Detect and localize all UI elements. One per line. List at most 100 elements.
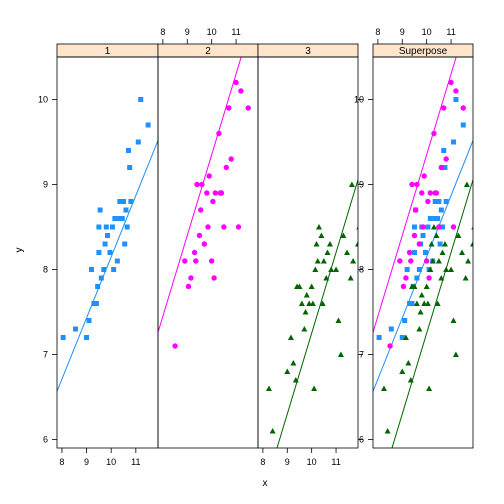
y-tick-label: 6 <box>359 435 364 445</box>
data-point <box>407 377 414 383</box>
data-point <box>319 300 326 306</box>
data-point <box>206 173 212 179</box>
data-point <box>238 88 244 94</box>
data-point <box>309 300 316 306</box>
x-tick-label: 11 <box>131 457 140 467</box>
data-point <box>427 190 434 196</box>
data-point <box>107 250 113 255</box>
data-point <box>122 241 128 247</box>
data-point <box>423 258 430 264</box>
data-point <box>121 199 127 204</box>
regression-line <box>373 140 473 392</box>
data-point <box>453 88 459 94</box>
y-tick-label: 6 <box>43 435 48 445</box>
x-tick-label: 11 <box>231 27 240 37</box>
panel-strip-label: Superpose <box>399 46 448 57</box>
y-axis-label: y <box>14 248 25 253</box>
data-point <box>145 122 151 128</box>
data-point <box>119 216 125 221</box>
data-point <box>326 241 333 247</box>
regression-line <box>391 179 473 448</box>
data-point <box>438 275 445 281</box>
x-tick-label: 10 <box>207 27 217 37</box>
data-point <box>312 266 319 272</box>
data-point <box>298 300 305 306</box>
panel-strip-label: 2 <box>205 46 211 57</box>
data-point <box>172 343 178 349</box>
data-point <box>420 233 426 238</box>
data-point <box>433 190 440 196</box>
data-point <box>196 232 203 239</box>
data-point <box>416 267 422 272</box>
data-point <box>102 241 108 247</box>
data-point <box>408 258 414 264</box>
x-tick-label: 9 <box>400 27 405 37</box>
x-tick-label: 9 <box>84 457 89 467</box>
data-point <box>355 241 358 247</box>
data-point <box>194 181 200 188</box>
data-point <box>191 249 198 256</box>
regression-line <box>158 57 242 333</box>
data-point <box>402 334 409 340</box>
data-point <box>443 156 449 162</box>
data-point <box>409 181 415 188</box>
data-point <box>125 148 131 153</box>
regression-line <box>373 57 457 333</box>
data-point <box>96 250 102 255</box>
data-point <box>88 267 94 272</box>
data-point <box>427 266 434 272</box>
data-point <box>111 267 117 272</box>
x-tick-label: 8 <box>375 27 380 37</box>
data-point <box>443 266 450 272</box>
data-point <box>335 317 342 323</box>
data-point <box>412 207 419 213</box>
panel-border <box>257 56 359 449</box>
data-point <box>105 233 110 238</box>
data-point <box>435 216 441 221</box>
y-tick-label: 10 <box>354 95 364 105</box>
panel-data <box>373 57 473 448</box>
data-point <box>452 351 459 357</box>
data-point <box>459 249 466 255</box>
data-point <box>135 139 141 145</box>
data-point <box>93 301 99 306</box>
data-point <box>471 226 473 230</box>
data-point <box>397 258 403 264</box>
regression-line <box>276 179 358 448</box>
data-point <box>314 258 321 264</box>
data-point <box>411 224 417 230</box>
data-point <box>441 105 447 111</box>
x-tick-label: 11 <box>446 27 455 37</box>
data-point <box>182 258 188 264</box>
data-point <box>60 335 66 340</box>
data-point <box>414 275 420 281</box>
data-point <box>199 181 205 188</box>
data-point <box>84 335 90 340</box>
data-point <box>313 241 320 247</box>
data-point <box>333 266 340 272</box>
data-point <box>350 258 357 264</box>
data-point <box>428 241 435 247</box>
panel-border <box>372 56 474 449</box>
data-point <box>436 224 442 230</box>
data-point <box>413 300 420 306</box>
data-point <box>210 198 216 205</box>
data-point <box>405 360 412 366</box>
data-point <box>328 266 335 272</box>
data-point <box>388 326 394 332</box>
data-point <box>216 130 222 137</box>
x-tick-label: 10 <box>307 457 317 467</box>
data-point <box>409 301 415 306</box>
data-point <box>376 335 382 340</box>
data-point <box>403 275 409 281</box>
data-point <box>423 283 430 289</box>
data-point <box>400 283 407 290</box>
data-point <box>226 105 232 111</box>
data-point <box>448 79 454 86</box>
x-axis-label: x <box>263 478 268 489</box>
y-tick-label: 10 <box>38 95 48 105</box>
data-point <box>434 300 441 306</box>
data-point <box>95 284 101 289</box>
panel-1: 1 8 9 10 11 6 7 8 9 10 <box>38 43 159 467</box>
